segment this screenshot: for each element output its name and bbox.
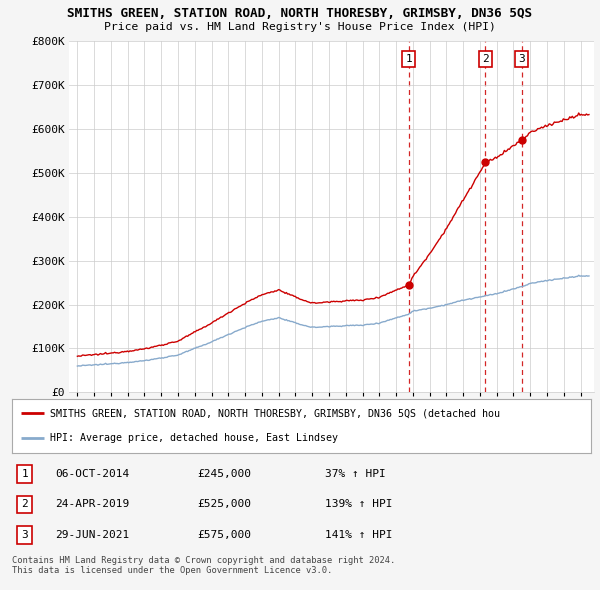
Text: 3: 3 bbox=[518, 54, 525, 64]
Text: SMITHS GREEN, STATION ROAD, NORTH THORESBY, GRIMSBY, DN36 5QS: SMITHS GREEN, STATION ROAD, NORTH THORES… bbox=[67, 7, 533, 20]
Text: 06-OCT-2014: 06-OCT-2014 bbox=[55, 469, 130, 479]
Text: Contains HM Land Registry data © Crown copyright and database right 2024.
This d: Contains HM Land Registry data © Crown c… bbox=[12, 556, 395, 575]
Text: 29-JUN-2021: 29-JUN-2021 bbox=[55, 530, 130, 540]
Text: HPI: Average price, detached house, East Lindsey: HPI: Average price, detached house, East… bbox=[50, 434, 338, 444]
Text: £245,000: £245,000 bbox=[197, 469, 251, 479]
Text: 2: 2 bbox=[22, 500, 28, 509]
Text: 37% ↑ HPI: 37% ↑ HPI bbox=[325, 469, 385, 479]
Text: SMITHS GREEN, STATION ROAD, NORTH THORESBY, GRIMSBY, DN36 5QS (detached hou: SMITHS GREEN, STATION ROAD, NORTH THORES… bbox=[50, 408, 500, 418]
Text: 3: 3 bbox=[22, 530, 28, 540]
Text: Price paid vs. HM Land Registry's House Price Index (HPI): Price paid vs. HM Land Registry's House … bbox=[104, 22, 496, 32]
Text: £575,000: £575,000 bbox=[197, 530, 251, 540]
Text: 1: 1 bbox=[22, 469, 28, 479]
Text: 1: 1 bbox=[406, 54, 412, 64]
Text: £525,000: £525,000 bbox=[197, 500, 251, 509]
Text: 141% ↑ HPI: 141% ↑ HPI bbox=[325, 530, 392, 540]
Text: 2: 2 bbox=[482, 54, 488, 64]
Text: 24-APR-2019: 24-APR-2019 bbox=[55, 500, 130, 509]
Text: 139% ↑ HPI: 139% ↑ HPI bbox=[325, 500, 392, 509]
